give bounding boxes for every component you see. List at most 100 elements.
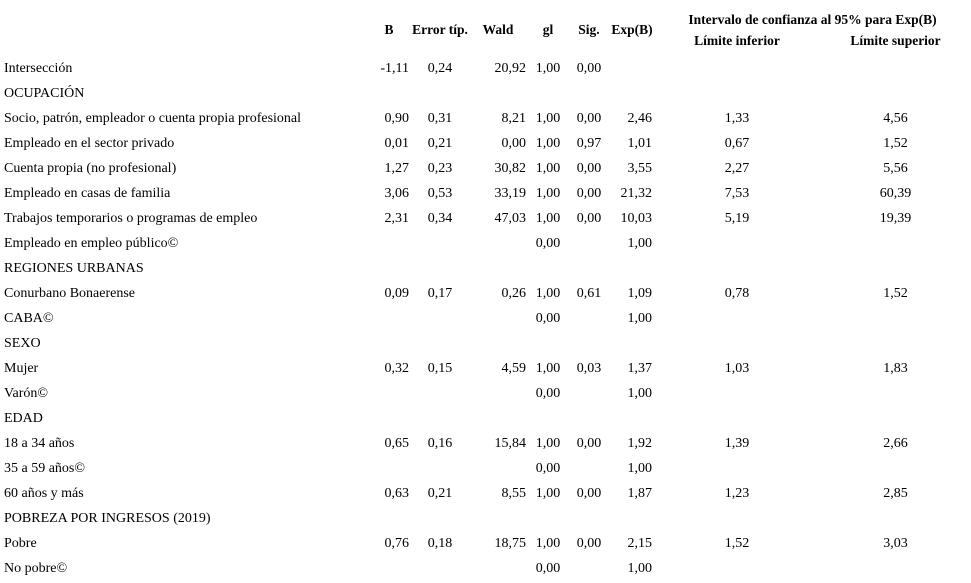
table-row: 60 años y más 0,63 0,21 8,55 1,00 0,00 1,87 1,2… — [0, 481, 971, 506]
cell-wald: 8,21 — [501, 110, 527, 126]
table-row: Trabajos temporarios o programas de empl… — [0, 206, 971, 231]
cell-sig: 0,00 — [576, 210, 602, 226]
table-row: Varón© 0,00 1,00 — [0, 381, 971, 406]
cell-exp-b — [610, 256, 654, 281]
header-ci-lower: Límite inferior — [694, 33, 780, 48]
cell-exp-b — [610, 56, 654, 81]
row-label: REGIONES URBANAS — [4, 260, 144, 276]
cell-error-tip: 0,17 — [427, 285, 453, 301]
cell-b — [366, 306, 412, 331]
cell-sig: 0,00 — [576, 60, 602, 76]
cell-b: 0,90 — [384, 110, 410, 126]
cell-sig — [568, 81, 610, 106]
cell-ci-upper — [820, 406, 971, 431]
cell-ci-upper: 19,39 — [879, 210, 912, 226]
cell-ci-lower — [654, 456, 820, 481]
cell-exp-b: 10,03 — [620, 210, 653, 226]
cell-b: 2,31 — [384, 210, 410, 226]
row-label: POBREZA POR INGRESOS (2019) — [4, 510, 211, 526]
cell-wald: 47,03 — [494, 210, 527, 226]
cell-error-tip: 0,53 — [427, 185, 453, 201]
cell-gl: 1,00 — [535, 135, 561, 151]
cell-ci-lower — [654, 556, 820, 581]
table-row: 35 a 59 años© 0,00 1,00 — [0, 456, 971, 481]
table-row: Conurbano Bonaerense 0,09 0,17 0,26 1,00 0,61… — [0, 281, 971, 306]
row-label: CABA© — [4, 310, 54, 326]
cell-ci-upper — [820, 81, 971, 106]
cell-wald — [468, 556, 528, 581]
cell-wald — [468, 306, 528, 331]
cell-error-tip: 0,16 — [427, 435, 453, 451]
row-label: Empleado en empleo público© — [4, 235, 179, 251]
cell-sig: 0,00 — [576, 485, 602, 501]
cell-exp-b — [610, 331, 654, 356]
cell-gl: 0,00 — [535, 235, 561, 251]
cell-ci-lower — [654, 56, 820, 81]
cell-sig: 0,00 — [576, 435, 602, 451]
row-label: Empleado en casas de familia — [4, 185, 171, 201]
header-gl: gl — [542, 21, 554, 37]
row-label: Cuenta propia (no profesional) — [4, 160, 177, 176]
cell-gl: 0,00 — [535, 385, 561, 401]
cell-wald: 8,55 — [501, 485, 527, 501]
cell-wald — [468, 231, 528, 256]
cell-error-tip — [412, 406, 468, 431]
table-body: Intersección -1,11 0,24 20,92 1,00 0,00 OCUPAC… — [0, 56, 971, 581]
cell-exp-b: 1,00 — [627, 460, 653, 476]
cell-b: 0,01 — [384, 135, 410, 151]
cell-b — [366, 506, 412, 531]
cell-error-tip — [412, 506, 468, 531]
cell-sig — [568, 556, 610, 581]
cell-wald: 33,19 — [494, 185, 527, 201]
cell-exp-b: 2,46 — [627, 110, 653, 126]
section-row: OCUPACIÓN — [0, 81, 971, 106]
table-row: Intersección -1,11 0,24 20,92 1,00 0,00 — [0, 56, 971, 81]
cell-b: 1,27 — [384, 160, 410, 176]
header-ci-group: Intervalo de confianza al 95% para Exp(B… — [688, 12, 937, 28]
cell-error-tip: 0,21 — [427, 135, 453, 151]
cell-ci-upper — [820, 381, 971, 406]
cell-wald: 0,26 — [501, 285, 527, 301]
header-sig: Sig. — [578, 21, 600, 37]
cell-ci-upper — [820, 56, 971, 81]
cell-gl: 1,00 — [535, 185, 561, 201]
cell-ci-lower — [654, 331, 820, 356]
cell-b — [366, 381, 412, 406]
cell-wald — [468, 331, 528, 356]
cell-b — [366, 81, 412, 106]
cell-gl: 0,00 — [535, 460, 561, 476]
cell-ci-lower: 1,23 — [724, 485, 750, 501]
cell-ci-upper — [820, 506, 971, 531]
cell-gl: 1,00 — [535, 485, 561, 501]
cell-sig: 0,00 — [576, 110, 602, 126]
cell-sig — [568, 306, 610, 331]
cell-gl: 1,00 — [535, 110, 561, 126]
cell-sig — [568, 506, 610, 531]
cell-gl: 1,00 — [535, 360, 561, 376]
cell-exp-b: 21,32 — [620, 185, 653, 201]
cell-exp-b: 1,87 — [627, 485, 653, 501]
table-row: 18 a 34 años 0,65 0,16 15,84 1,00 0,00 1,92 1,3… — [0, 431, 971, 456]
row-label: Empleado en el sector privado — [4, 135, 175, 151]
cell-wald: 30,82 — [494, 160, 527, 176]
cell-b: 0,09 — [384, 285, 410, 301]
row-label: Trabajos temporarios o programas de empl… — [4, 210, 258, 226]
cell-sig — [568, 331, 610, 356]
header-empty-cell — [0, 3, 366, 56]
cell-ci-lower: 1,33 — [724, 110, 750, 126]
cell-gl: 1,00 — [535, 535, 561, 551]
cell-error-tip: 0,24 — [427, 60, 453, 76]
cell-wald — [468, 256, 528, 281]
cell-ci-upper: 60,39 — [879, 185, 912, 201]
cell-exp-b: 1,00 — [627, 235, 653, 251]
cell-exp-b — [610, 506, 654, 531]
cell-ci-lower — [654, 506, 820, 531]
cell-ci-lower: 7,53 — [724, 185, 750, 201]
row-label: Conurbano Bonaerense — [4, 285, 136, 301]
cell-ci-upper: 2,85 — [883, 485, 908, 501]
cell-exp-b: 2,15 — [627, 535, 653, 551]
cell-exp-b: 1,00 — [627, 385, 653, 401]
cell-gl — [528, 256, 568, 281]
cell-exp-b: 1,00 — [627, 310, 653, 326]
cell-ci-upper — [820, 556, 971, 581]
